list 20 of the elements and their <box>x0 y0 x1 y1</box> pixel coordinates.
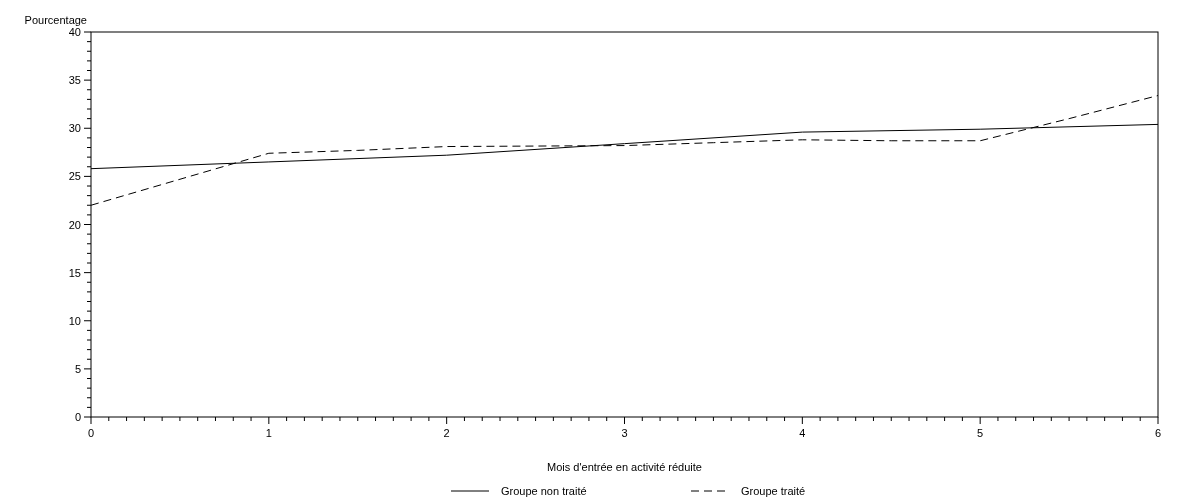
y-axis-title: Pourcentage <box>24 14 87 26</box>
x-tick-label: 6 <box>1154 427 1162 439</box>
x-tick-label: 3 <box>621 427 628 439</box>
y-tick-label: 10 <box>68 314 81 327</box>
x-tick-label: 2 <box>443 427 450 439</box>
y-tick-label: 20 <box>68 218 81 231</box>
x-tick-label: 5 <box>977 427 984 439</box>
y-tick-label: 0 <box>74 411 81 423</box>
y-tick-label: 15 <box>68 266 81 279</box>
y-tick-label: 25 <box>68 170 81 183</box>
x-axis-title: Mois d'entrée en activité réduite <box>547 461 702 473</box>
y-tick-label: 30 <box>68 122 81 135</box>
x-tick-label: 1 <box>265 427 272 439</box>
x-tick-label: 0 <box>87 427 95 439</box>
y-tick-label: 5 <box>74 362 81 375</box>
x-tick-label: 4 <box>799 427 806 439</box>
y-tick-label: 35 <box>68 74 81 87</box>
y-tick-label: 40 <box>68 26 81 38</box>
legend-label: Groupe non traité <box>501 485 587 497</box>
legend-label: Groupe traité <box>741 485 806 497</box>
